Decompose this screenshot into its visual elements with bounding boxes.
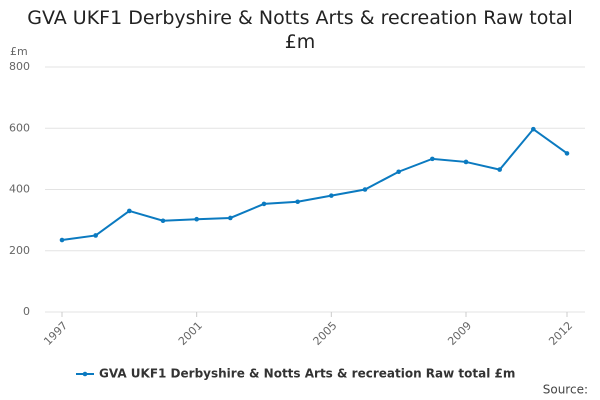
point [160,218,166,224]
point [194,216,199,222]
y-unit-label: £m [10,45,28,58]
y-tick-label: 400 [9,183,30,196]
point [295,199,300,205]
point [463,159,469,165]
legend-marker [82,371,88,377]
x-tick-label: 2001 [176,319,205,348]
point [228,215,233,221]
x-tick-label: 2009 [445,319,474,348]
point [430,156,435,162]
x-tick-label: 2012 [546,319,575,348]
point [497,167,502,172]
point [329,193,334,198]
y-tick-label: 0 [23,305,30,318]
y-tick-label: 200 [9,244,30,257]
point [531,126,536,132]
point [362,187,368,192]
series-line [61,127,568,242]
legend-label: GVA UKF1 Derbyshire & Notts Arts & recre… [99,367,515,381]
y-tick-label: 600 [9,121,30,134]
y-tick-label: 800 [9,60,30,73]
point [127,208,132,214]
point [59,237,65,243]
source-label: Source: [543,383,588,397]
x-tick-label: 1997 [41,319,70,348]
x-tick-label: 2005 [311,319,340,348]
point [396,169,401,175]
point [564,151,570,156]
point [93,233,98,238]
point [261,201,267,207]
chart-title: GVA UKF1 Derbyshire & Notts Arts & recre… [27,7,573,53]
